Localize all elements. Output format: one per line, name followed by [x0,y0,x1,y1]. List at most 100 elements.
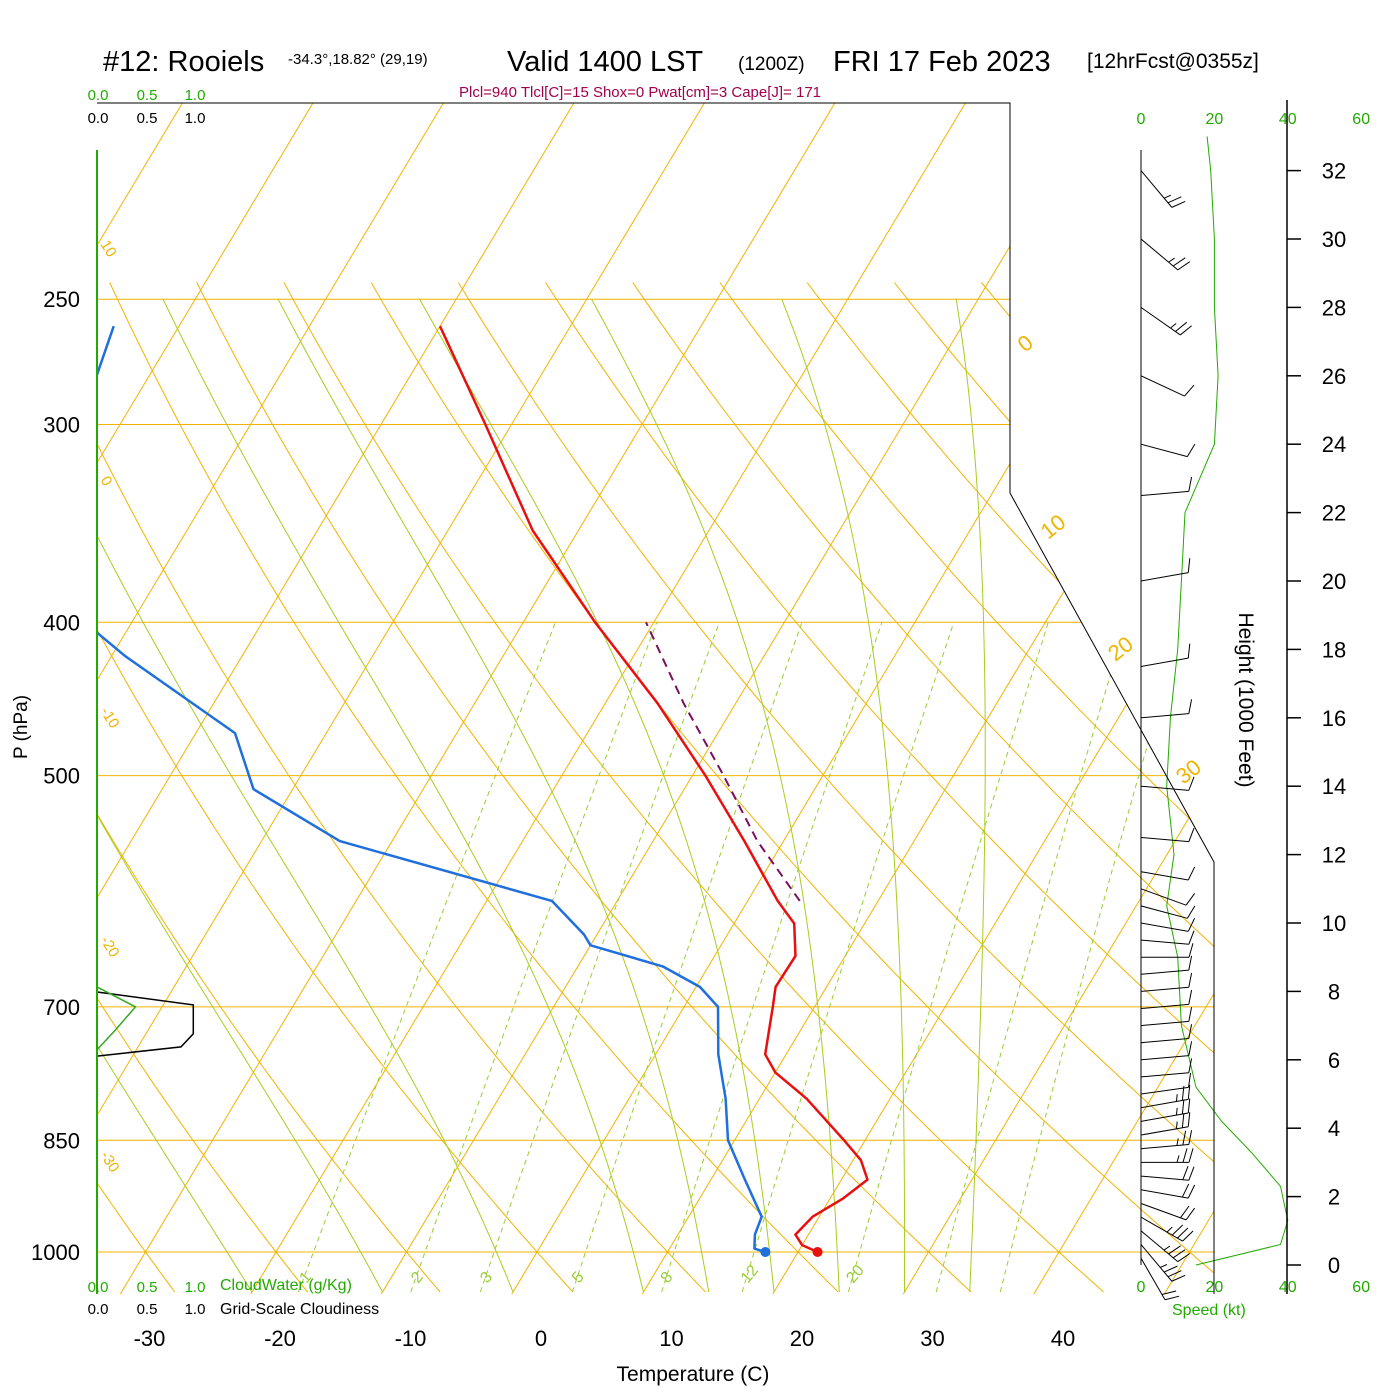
wind-barb-flag [1177,1253,1191,1263]
wind-barb-flag [1171,1274,1186,1282]
wind-barb-staff [1140,170,1173,208]
cloudwater-label: CloudWater (g/Kg) [220,1277,352,1294]
pressure-tick-label: 1000 [31,1240,80,1265]
wind-barb [1140,1058,1193,1078]
mixing-ratio-label: 8 [658,1269,677,1287]
pressure-tick-label: 400 [43,610,80,635]
wind-barb-flag [1188,1058,1193,1073]
plot-frame [96,100,1288,1294]
wind-barb [1140,1202,1196,1221]
height-tick-label: 22 [1322,501,1346,526]
isotherm-line [641,103,1214,1294]
wind-barb-flag [1177,1227,1189,1239]
valid-time: Valid 1400 LST [507,46,703,78]
wind-barb-flag [1168,1245,1181,1255]
height-tick-label: 6 [1328,1048,1340,1073]
wind-barb-half-flag [1168,257,1175,263]
wind-barb-staff [1140,1020,1189,1027]
mixing-ratio-line [661,622,883,1293]
wind-barb-flag [1187,866,1196,881]
wind-barb-flag [1188,1166,1195,1181]
cloudwater-scale-top: 0.5 [137,87,158,104]
wind-barb-flag [1188,827,1195,842]
speed-scale-bottom: 40 [1279,1279,1297,1296]
dry-adiabat-line [97,282,441,1293]
mixing-ratio-line [410,622,658,1293]
valid-date: FRI 17 Feb 2023 [833,46,1051,78]
wind-barb [1140,972,1193,992]
wind-barb-staff [1140,1086,1189,1095]
wind-barb-flag [1187,1112,1191,1127]
zulu-time: (1200Z) [738,54,805,75]
cloudwater-scale-bottom: 1.0 [185,1279,206,1296]
wind-barb [1140,699,1193,719]
height-tick-label: 12 [1322,843,1346,868]
wind-barb-flag [1182,1230,1194,1242]
dry-adiabat-line [109,282,839,1293]
cloudiness-scale-bottom: 1.0 [185,1301,206,1318]
surface-dewpoint-marker [760,1247,771,1257]
dry-adiabat-line [97,282,574,1293]
station-coords: -34.3°,18.82° (29,19) [288,51,428,68]
wind-barb-flag [1186,905,1196,919]
wind-barb-staff [1140,1230,1179,1263]
temperature-tick-label: -20 [264,1326,296,1351]
wind-barb-staff [1140,939,1189,945]
wind-barb-flag [1167,196,1182,204]
wind-barb-staff [1140,922,1189,932]
wind-barb-flag [1186,443,1196,457]
station-title: #12: Rooiels [103,46,264,78]
wind-barb-half-flag [1176,1138,1179,1146]
dry-adiabat-line [719,282,1214,1293]
wind-barb-flag [1188,776,1195,791]
height-tick-label: 0 [1328,1253,1340,1278]
height-tick-label: 16 [1322,706,1346,731]
wind-barb-staff [1140,1126,1189,1136]
wind-barb [1140,1165,1195,1181]
isotherm-label: 30 [1171,754,1206,789]
wind-barb-flag [1171,200,1186,208]
wind-barb-staff [1140,785,1189,791]
dry-adiabat-line [196,282,972,1293]
wind-barb-flag [1188,1007,1193,1022]
cloudwater-scale-top: 0.0 [88,87,109,104]
wind-barb-half-flag [1170,323,1177,329]
stability-indices: Plcl=940 Tlcl[C]=15 Shox=0 Pwat[cm]=3 Ca… [459,84,821,101]
wind-barb-flag [1182,1148,1188,1163]
wind-barb-staff [1140,1175,1189,1181]
wind-barb-staff [1140,1112,1189,1122]
height-tick-label: 26 [1322,364,1346,389]
isotherm-line [97,103,705,1294]
speed-scale-bottom: 0 [1137,1279,1146,1296]
wind-barb-staff [1140,572,1189,582]
dry-adiabat-label: 10 [97,237,120,260]
plot-outline [97,102,1215,1294]
wind-barb-staff [1140,375,1185,397]
speed-scale-top: 60 [1352,111,1370,128]
isotherm-label: 10 [1036,509,1071,544]
height-tick-label: 28 [1322,295,1346,320]
pressure-tick-label: 250 [43,287,80,312]
isotherm-line [902,103,1214,1294]
moist-adiabat-line [419,298,775,1293]
mixing-ratio-line [999,622,1184,1293]
wind-barb-flag [1181,1099,1185,1115]
cloudiness-scale-bottom: 0.5 [137,1301,158,1318]
mixing-ratio-label: 12 [738,1262,763,1287]
wind-barb [1140,1024,1193,1044]
wind-barb-half-flag [1175,1121,1178,1129]
wind-barb [1140,776,1195,791]
cloudwater-scale-bottom: 0.5 [137,1279,158,1296]
wind-barb-half-flag [1163,1245,1171,1251]
isotherm-line [1163,103,1214,1294]
wind-barb-flag [1161,1290,1177,1296]
x-axis-label: Temperature (C) [617,1363,770,1386]
wind-barb [1140,918,1196,932]
dry-adiabat-line [370,282,1214,1293]
height-tick-label: 30 [1322,227,1346,252]
isotherm-label: 20 [1103,631,1138,666]
height-tick-label: 20 [1322,569,1346,594]
cloudiness-scale-top: 0.5 [137,110,158,127]
moist-adiabat-line [97,299,383,1293]
